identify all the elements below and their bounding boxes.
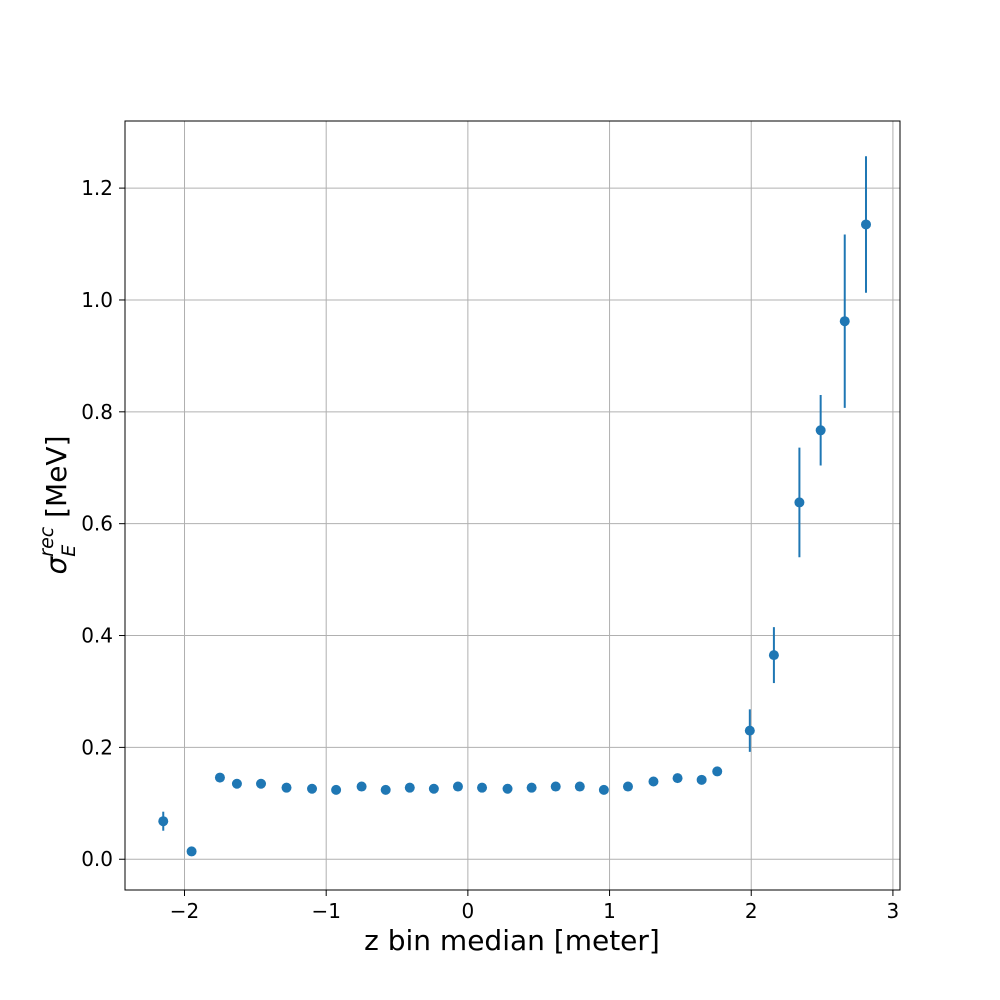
data-point	[839, 316, 850, 327]
data-point	[574, 781, 585, 792]
data-point	[404, 782, 415, 793]
data-point	[550, 781, 561, 792]
data-point	[452, 781, 463, 792]
data-point	[307, 783, 318, 794]
y-axis-title-superscript: rec	[36, 526, 58, 557]
data-point	[648, 776, 659, 787]
y-tick-label: 1.0	[81, 288, 113, 312]
x-tick-label: 3	[887, 899, 900, 923]
y-tick-label: 0.4	[81, 624, 113, 648]
x-tick-label: −2	[170, 899, 199, 923]
axis-ticks: −2 −1 0 1 2 3 0.0 0.2 0.4 0.6 0.8 1.0 1.2	[81, 176, 899, 923]
x-tick-label: 0	[462, 899, 475, 923]
data-point	[622, 781, 633, 792]
y-tick-label: 0.2	[81, 735, 113, 759]
data-point	[768, 650, 779, 661]
plot-frame	[124, 120, 901, 891]
data-point	[281, 782, 292, 793]
data-points	[158, 156, 871, 857]
x-tick-label: 1	[603, 899, 616, 923]
y-tick-label: 0.6	[81, 512, 113, 536]
y-axis-title-unit: [MeV]	[40, 435, 73, 526]
y-axis-title-subscript: E	[58, 545, 80, 557]
x-tick-label: −1	[311, 899, 340, 923]
x-axis-title: z bin median [meter]	[364, 924, 660, 957]
data-point	[428, 783, 439, 794]
data-point	[526, 782, 537, 793]
data-point	[744, 725, 755, 736]
data-point	[815, 425, 826, 436]
y-axis-title-symbol: σ	[40, 556, 73, 575]
data-point	[231, 778, 242, 789]
data-point	[672, 773, 683, 784]
data-point	[794, 497, 805, 508]
data-point	[331, 784, 342, 795]
y-tick-label: 1.2	[81, 176, 113, 200]
data-point	[860, 219, 871, 230]
data-point	[356, 781, 367, 792]
data-point	[477, 782, 488, 793]
data-point	[380, 784, 391, 795]
data-point	[158, 816, 169, 827]
data-point	[214, 772, 225, 783]
data-point	[186, 846, 197, 857]
data-point	[712, 766, 723, 777]
data-point	[256, 778, 267, 789]
y-tick-label: 0.8	[81, 400, 113, 424]
x-tick-label: 2	[745, 899, 758, 923]
data-point	[598, 784, 609, 795]
y-axis-title: σErec [MeV]	[36, 435, 80, 574]
data-point	[502, 783, 513, 794]
y-tick-label: 0.0	[81, 847, 113, 871]
grid-lines	[125, 121, 900, 890]
data-point	[696, 774, 707, 785]
